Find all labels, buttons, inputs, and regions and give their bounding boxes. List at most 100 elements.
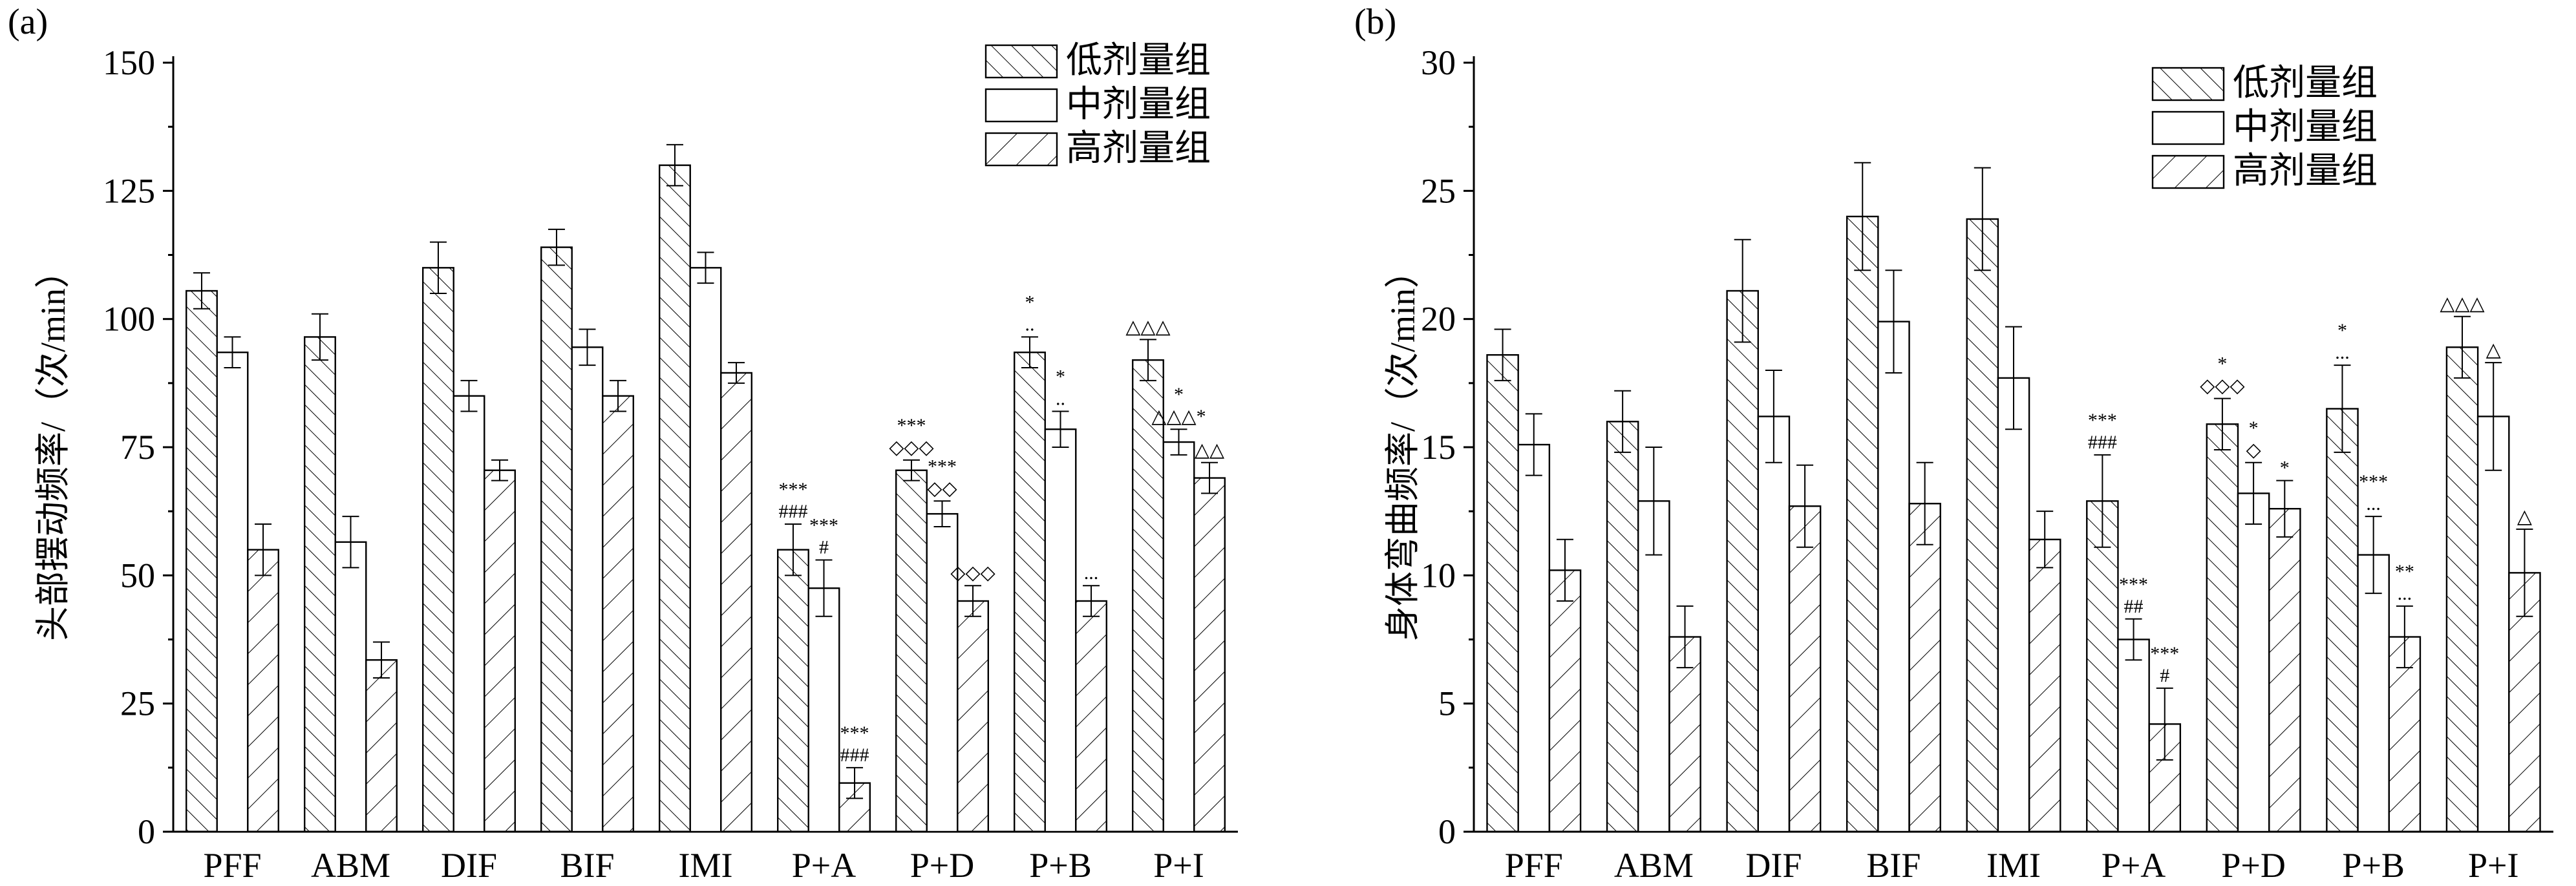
- bar: [2326, 408, 2359, 833]
- bar: [1908, 503, 1941, 833]
- bar: [2268, 508, 2301, 833]
- significance-mark: △: [2486, 339, 2501, 361]
- bar: [2357, 554, 2390, 833]
- significance-mark: ***: [809, 515, 838, 536]
- significance-mark: △△: [1195, 439, 1224, 461]
- bar: [1075, 600, 1107, 833]
- significance-mark: ***: [928, 456, 957, 477]
- bar: [926, 512, 959, 833]
- legend-label: 低剂量组: [2233, 63, 2378, 103]
- bar: [1162, 441, 1195, 833]
- bar: [1846, 215, 1879, 833]
- x-tick-label: DIF: [441, 846, 497, 885]
- significance-mark: #: [2160, 665, 2169, 686]
- legend-label: 高剂量组: [1066, 129, 1211, 169]
- y-tick-label: 25: [120, 684, 155, 723]
- bar: [807, 587, 840, 833]
- significance-mark: ◇◇: [927, 478, 957, 499]
- y-tick-label: 50: [120, 556, 155, 595]
- significance-mark: ***: [2088, 410, 2117, 431]
- x-tick-label: IMI: [679, 846, 733, 885]
- significance-mark: *: [2249, 417, 2259, 439]
- legend-swatch: [2151, 154, 2225, 189]
- legend-swatch: [985, 132, 1058, 167]
- significance-mark: **: [2395, 561, 2414, 582]
- bar: [2445, 346, 2479, 833]
- x-tick-label: P+I: [1153, 846, 1204, 885]
- significance-mark: *: [2337, 320, 2347, 341]
- y-tick-label: 10: [1421, 556, 1456, 595]
- significance-mark: ##: [2124, 596, 2144, 617]
- significance-mark: ...: [1084, 562, 1099, 584]
- bar: [422, 267, 454, 833]
- y-axis-label: 头部摆动频率/（次/min）: [34, 253, 72, 641]
- bar: [1606, 421, 1639, 833]
- significance-mark: ***: [897, 415, 926, 436]
- significance-mark: *: [1174, 384, 1184, 405]
- y-tick-label: 25: [1421, 171, 1456, 210]
- legend-label: 低剂量组: [1066, 41, 1211, 81]
- legend-swatch: [2151, 67, 2225, 101]
- x-tick-label: PFF: [203, 846, 261, 885]
- significance-mark: ◇◇◇: [2200, 375, 2244, 397]
- y-tick-label: 75: [120, 428, 155, 467]
- bar: [571, 346, 604, 833]
- bar: [1193, 477, 1226, 833]
- bar: [1014, 352, 1046, 833]
- panel-label: (a): [8, 2, 48, 42]
- x-tick-label: PFF: [1505, 846, 1563, 885]
- bar: [1486, 354, 1519, 833]
- significance-mark: ...: [2335, 342, 2350, 363]
- x-tick-label: BIF: [560, 846, 614, 885]
- bar: [484, 469, 516, 833]
- significance-mark: ◇◇◇: [950, 562, 995, 584]
- significance-mark: *: [1025, 291, 1034, 313]
- bar: [2476, 416, 2510, 833]
- bar: [957, 600, 989, 833]
- significance-mark: ..: [1056, 388, 1065, 409]
- y-tick-label: 0: [1438, 812, 1456, 851]
- legend-swatch: [985, 88, 1058, 123]
- bar: [1517, 443, 1551, 833]
- bar: [1966, 218, 1999, 833]
- y-tick-label: 20: [1421, 300, 1456, 339]
- significance-mark: ◇: [2246, 439, 2261, 461]
- significance-mark: *: [1056, 366, 1065, 387]
- bar: [186, 290, 218, 833]
- bar: [2086, 500, 2119, 833]
- legend-swatch: [985, 44, 1058, 79]
- significance-mark: ..: [1025, 313, 1034, 335]
- y-axis-label: 身体弯曲频率/（次/min）: [1383, 253, 1422, 641]
- bar: [720, 372, 752, 833]
- significance-mark: ...: [2366, 493, 2381, 514]
- bar: [216, 352, 249, 833]
- bar: [2237, 492, 2270, 833]
- significance-mark: ***: [2119, 574, 2148, 595]
- bar: [1726, 290, 1759, 833]
- bar: [1637, 500, 1670, 833]
- x-tick-label: BIF: [1866, 846, 1921, 885]
- x-tick-label: P+I: [2468, 846, 2518, 885]
- significance-mark: ***: [840, 723, 869, 744]
- legend-label: 中剂量组: [1066, 85, 1211, 125]
- x-tick-label: ABM: [1614, 846, 1694, 885]
- bar: [1877, 321, 1910, 833]
- significance-mark: △△△: [2440, 293, 2484, 315]
- y-tick-label: 0: [138, 812, 155, 851]
- bar: [895, 469, 928, 833]
- legend-label: 高剂量组: [2233, 151, 2378, 191]
- significance-mark: #: [819, 537, 829, 558]
- x-tick-label: ABM: [311, 846, 390, 885]
- significance-mark: ***: [2359, 471, 2388, 492]
- x-tick-label: P+B: [1029, 846, 1092, 885]
- bar: [777, 549, 809, 833]
- x-tick-label: IMI: [1986, 846, 2041, 885]
- bar: [2028, 538, 2061, 833]
- bar: [365, 659, 398, 833]
- x-tick-label: P+A: [792, 846, 856, 885]
- y-tick-label: 100: [103, 300, 155, 339]
- bar: [1997, 377, 2030, 833]
- bar: [452, 395, 485, 833]
- x-tick-label: P+D: [910, 846, 974, 885]
- significance-mark: ***: [2150, 643, 2179, 664]
